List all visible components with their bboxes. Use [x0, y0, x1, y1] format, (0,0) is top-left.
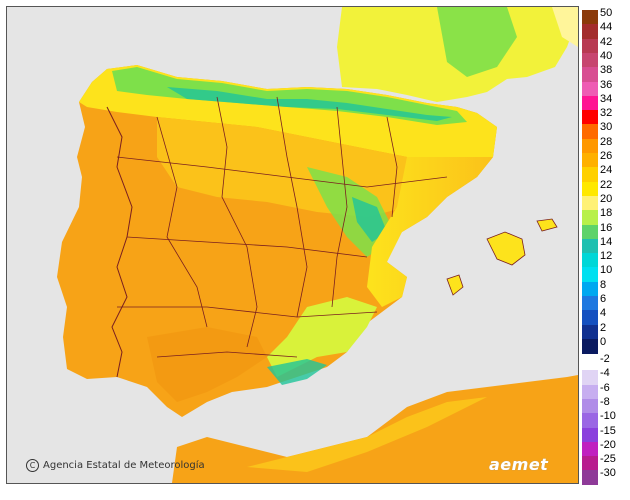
map-canvas — [7, 7, 578, 483]
legend-label: 44 — [600, 21, 613, 34]
legend-swatch — [582, 356, 598, 371]
legend-label: 40 — [600, 49, 613, 62]
legend-swatch — [582, 195, 598, 211]
pyrenees-north-green — [437, 7, 517, 77]
sierra-nevada-teal — [267, 359, 327, 385]
legend-label: 18 — [600, 207, 613, 220]
legend-swatch — [582, 124, 598, 140]
legend-label: 14 — [600, 235, 613, 248]
legend-swatch — [582, 253, 598, 269]
legend-label: 32 — [600, 107, 613, 120]
legend-label: 4 — [600, 307, 607, 320]
legend-label: -20 — [600, 438, 616, 451]
copyright-icon: C — [26, 459, 39, 472]
legend-label: -10 — [600, 410, 616, 423]
legend-swatch — [582, 224, 598, 240]
legend-swatch — [582, 281, 598, 297]
legend-label: -6 — [600, 381, 610, 394]
legend-swatch — [582, 441, 598, 457]
portugal-border — [106, 106, 133, 378]
province-borders — [116, 96, 448, 358]
legend-swatch — [582, 413, 598, 429]
cantabrian-teal — [167, 87, 452, 121]
legend-label: 30 — [600, 121, 613, 134]
legend-label: -30 — [600, 467, 616, 480]
legend-label: 38 — [600, 64, 613, 77]
legend-swatch — [582, 81, 598, 97]
legend-swatch — [582, 384, 598, 400]
legend-label: 28 — [600, 135, 613, 148]
legend-swatch — [582, 167, 598, 183]
legend-swatch — [582, 296, 598, 311]
legend-swatch — [582, 324, 598, 340]
legend-label: 8 — [600, 278, 607, 291]
legend-swatch — [582, 110, 598, 126]
legend-label: 0 — [600, 335, 607, 348]
legend-label: 34 — [600, 92, 613, 105]
agency-credit: C Agencia Estatal de Meteorología — [26, 459, 205, 472]
legend-swatch — [582, 310, 598, 326]
legend-label: 24 — [600, 164, 613, 177]
legend-label: 50 — [600, 7, 613, 19]
agency-name: Agencia Estatal de Meteorología — [43, 460, 205, 471]
legend-swatch — [582, 238, 598, 254]
ibiza — [446, 274, 464, 296]
legend-swatch — [582, 95, 598, 111]
legend-swatch — [582, 267, 598, 283]
guadalquivir-hot — [147, 327, 267, 402]
legend-swatch — [582, 153, 598, 168]
legend-swatch — [582, 10, 598, 25]
legend-swatch — [582, 67, 598, 83]
menorca — [536, 218, 558, 232]
legend-swatch — [582, 38, 598, 54]
legend-swatch — [582, 52, 598, 68]
legend-label: 42 — [600, 35, 613, 48]
legend-label: -2 — [600, 353, 610, 365]
iberian-system-teal — [352, 197, 387, 242]
east-coast-yellow — [367, 157, 493, 307]
legend-label: 20 — [600, 192, 613, 205]
legend-label: 36 — [600, 78, 613, 91]
temperature-map — [6, 6, 579, 484]
legend-label: 10 — [600, 264, 613, 277]
legend-swatch — [582, 210, 598, 226]
mallorca — [486, 231, 526, 266]
legend-swatch — [582, 24, 598, 40]
legend-label: -25 — [600, 453, 616, 466]
temperature-legend: 50 44 42 40 38 36 34 32 30 28 26 24 22 20 18 16 14 12 10 8 6… — [582, 7, 630, 490]
aemet-logo: aemet — [489, 455, 549, 474]
legend-label: 26 — [600, 150, 613, 162]
france-alps-edge — [552, 7, 578, 47]
legend-label: -4 — [600, 367, 610, 380]
legend-label: 22 — [600, 178, 613, 191]
north-africa-yellow — [247, 397, 487, 472]
legend-swatch — [582, 470, 598, 486]
legend-label: 12 — [600, 250, 613, 263]
legend-swatch — [582, 456, 598, 472]
legend-label: -8 — [600, 395, 610, 408]
legend-swatch — [582, 338, 598, 354]
legend-swatch — [582, 138, 598, 154]
legend-label: 6 — [600, 293, 607, 305]
legend-swatch — [582, 427, 598, 443]
legend-label: 2 — [600, 321, 607, 334]
legend-label: -15 — [600, 424, 616, 437]
legend-swatch — [582, 398, 598, 414]
legend-label: 16 — [600, 221, 613, 234]
legend-swatch — [582, 181, 598, 197]
legend-swatch — [582, 370, 598, 386]
